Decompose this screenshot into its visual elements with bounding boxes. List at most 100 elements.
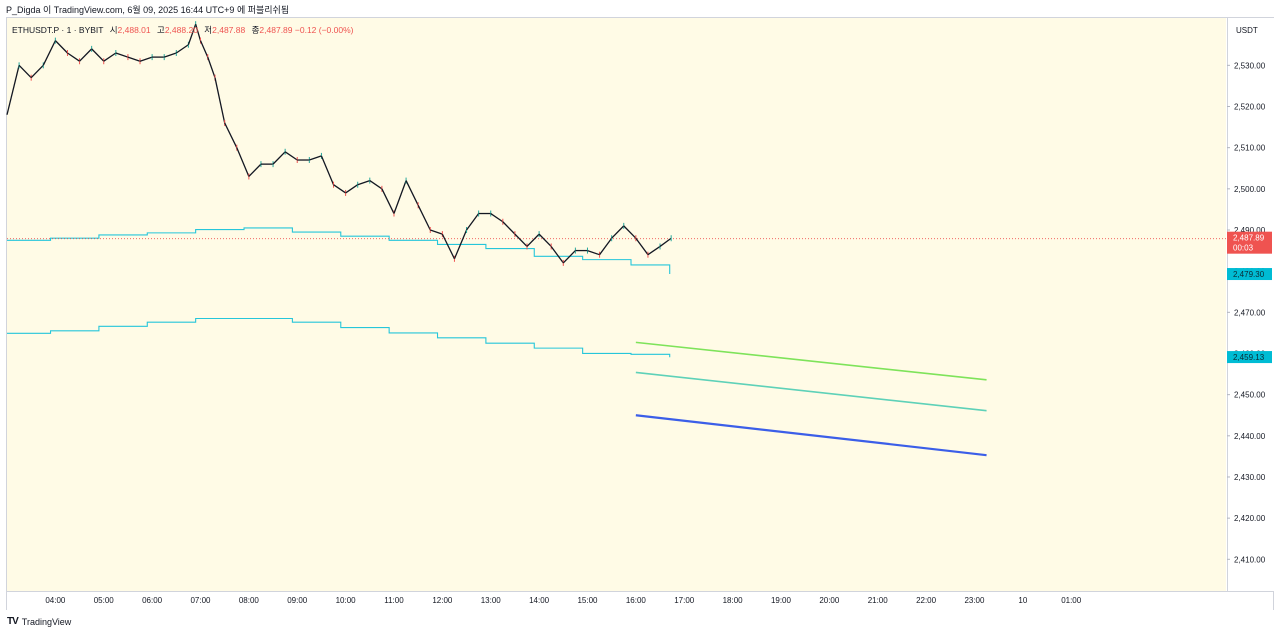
price-segment [199, 40, 209, 58]
price-segment [309, 155, 322, 161]
price-segment [224, 122, 238, 148]
legend-close-label: 종 [251, 25, 260, 35]
price-segment [393, 180, 407, 214]
y-tick-label: 2,520.00 [1234, 103, 1266, 112]
time-axis[interactable] [7, 591, 1273, 610]
price-segment [236, 147, 250, 177]
x-tick-label: 20:00 [819, 596, 840, 605]
x-tick-label: 19:00 [771, 596, 792, 605]
x-tick-label: 07:00 [190, 596, 211, 605]
publish-header: P_Digda 이 TradingView.com, 6월 09, 2025 1… [6, 5, 290, 15]
price-segment [611, 225, 625, 239]
price-segment [248, 163, 262, 177]
legend-close-value: 2,487.89 [259, 25, 293, 35]
price-segment [333, 184, 346, 194]
legend-open-value: 2,488.01 [117, 25, 151, 35]
x-tick-label: 04:00 [45, 596, 66, 605]
footer: TV TradingView [7, 616, 71, 627]
current-price-countdown: 00:03 [1233, 244, 1254, 253]
price-segment [91, 48, 105, 62]
upper-band-line [7, 227, 671, 275]
y-tick-label: 2,470.00 [1234, 308, 1266, 317]
x-tick-label: 05:00 [94, 596, 115, 605]
price-segment [369, 180, 383, 190]
price-segment [623, 225, 637, 239]
price-segment [635, 237, 649, 256]
x-tick-label: 14:00 [529, 596, 550, 605]
price-segment [42, 40, 56, 66]
x-tick-label: 17:00 [674, 596, 695, 605]
x-tick-label: 10 [1018, 596, 1027, 605]
price-axis[interactable] [1227, 18, 1274, 591]
price-segment [405, 180, 419, 206]
price-segment [430, 229, 443, 235]
x-tick-label: 21:00 [868, 596, 889, 605]
x-tick-label: 15:00 [577, 596, 598, 605]
legend-low-label: 저 [204, 25, 213, 35]
price-segment [357, 179, 371, 186]
footer-brand: TradingView [21, 616, 72, 627]
legend-change: −0.12 (−0.00%) [294, 25, 354, 35]
price-segment [320, 155, 335, 185]
price-segment [417, 205, 431, 231]
x-tick-label: 11:00 [384, 596, 404, 605]
x-tick-label: 13:00 [481, 596, 502, 605]
price-segment [195, 23, 202, 41]
tradingview-logo-icon: TV [7, 616, 19, 627]
price-segment [79, 48, 93, 62]
price-segment [441, 233, 456, 260]
x-tick-label: 01:00 [1061, 596, 1082, 605]
legend-low-value: 2,487.88 [212, 25, 246, 35]
y-tick-label: 2,490.00 [1234, 226, 1266, 235]
x-tick-label: 12:00 [432, 596, 453, 605]
price-segment [466, 213, 480, 231]
y-tick-label: 2,510.00 [1234, 144, 1266, 153]
price-segment [538, 233, 552, 247]
price-segment [599, 237, 613, 256]
price-segment [187, 23, 197, 45]
projection-line-teal [635, 371, 987, 412]
band-price-label: 2,459.13 [1233, 353, 1265, 362]
price-segment [6, 65, 20, 115]
price-segment [207, 56, 216, 78]
x-tick-label: 23:00 [964, 596, 985, 605]
y-tick-label: 2,440.00 [1234, 432, 1266, 441]
price-segment [30, 64, 44, 79]
legend-high-value: 2,488.20 [164, 25, 198, 35]
price-segment [103, 52, 117, 62]
price-segment [272, 151, 286, 165]
projection-line-blue [635, 414, 987, 457]
price-segment [54, 40, 68, 54]
projection-line-green [635, 341, 987, 381]
price-segment [562, 250, 576, 264]
price-segment [284, 151, 298, 161]
price-segment [659, 237, 672, 247]
legend-high-label: 고 [157, 25, 165, 35]
price-segment [67, 52, 80, 62]
price-segment [175, 44, 189, 54]
price-segment [345, 184, 359, 194]
legend-symbol[interactable]: ETHUSDT.P · 1 · BYBIT [12, 25, 104, 35]
band-price-badge [1227, 268, 1272, 281]
price-segment [587, 249, 600, 256]
band-price-badge [1227, 351, 1272, 364]
current-price-label: 2,487.89 [1233, 234, 1265, 243]
price-segment [18, 64, 32, 79]
y-tick-label: 2,410.00 [1234, 555, 1266, 564]
lower-band-line [7, 317, 671, 358]
price-segment [115, 52, 129, 58]
x-tick-label: 16:00 [626, 596, 647, 605]
price-segment [381, 188, 395, 214]
price-segment [647, 245, 661, 256]
x-tick-label: 06:00 [142, 596, 163, 605]
x-tick-label: 22:00 [916, 596, 937, 605]
plot-area[interactable] [7, 18, 1226, 591]
price-segment [490, 212, 504, 223]
y-tick-label: 2,450.00 [1234, 391, 1266, 400]
price-segment [127, 56, 141, 62]
price-segment [526, 233, 540, 247]
price-segment [164, 52, 177, 58]
current-price-badge [1227, 231, 1272, 254]
currency-label[interactable]: USDT [1236, 26, 1258, 35]
